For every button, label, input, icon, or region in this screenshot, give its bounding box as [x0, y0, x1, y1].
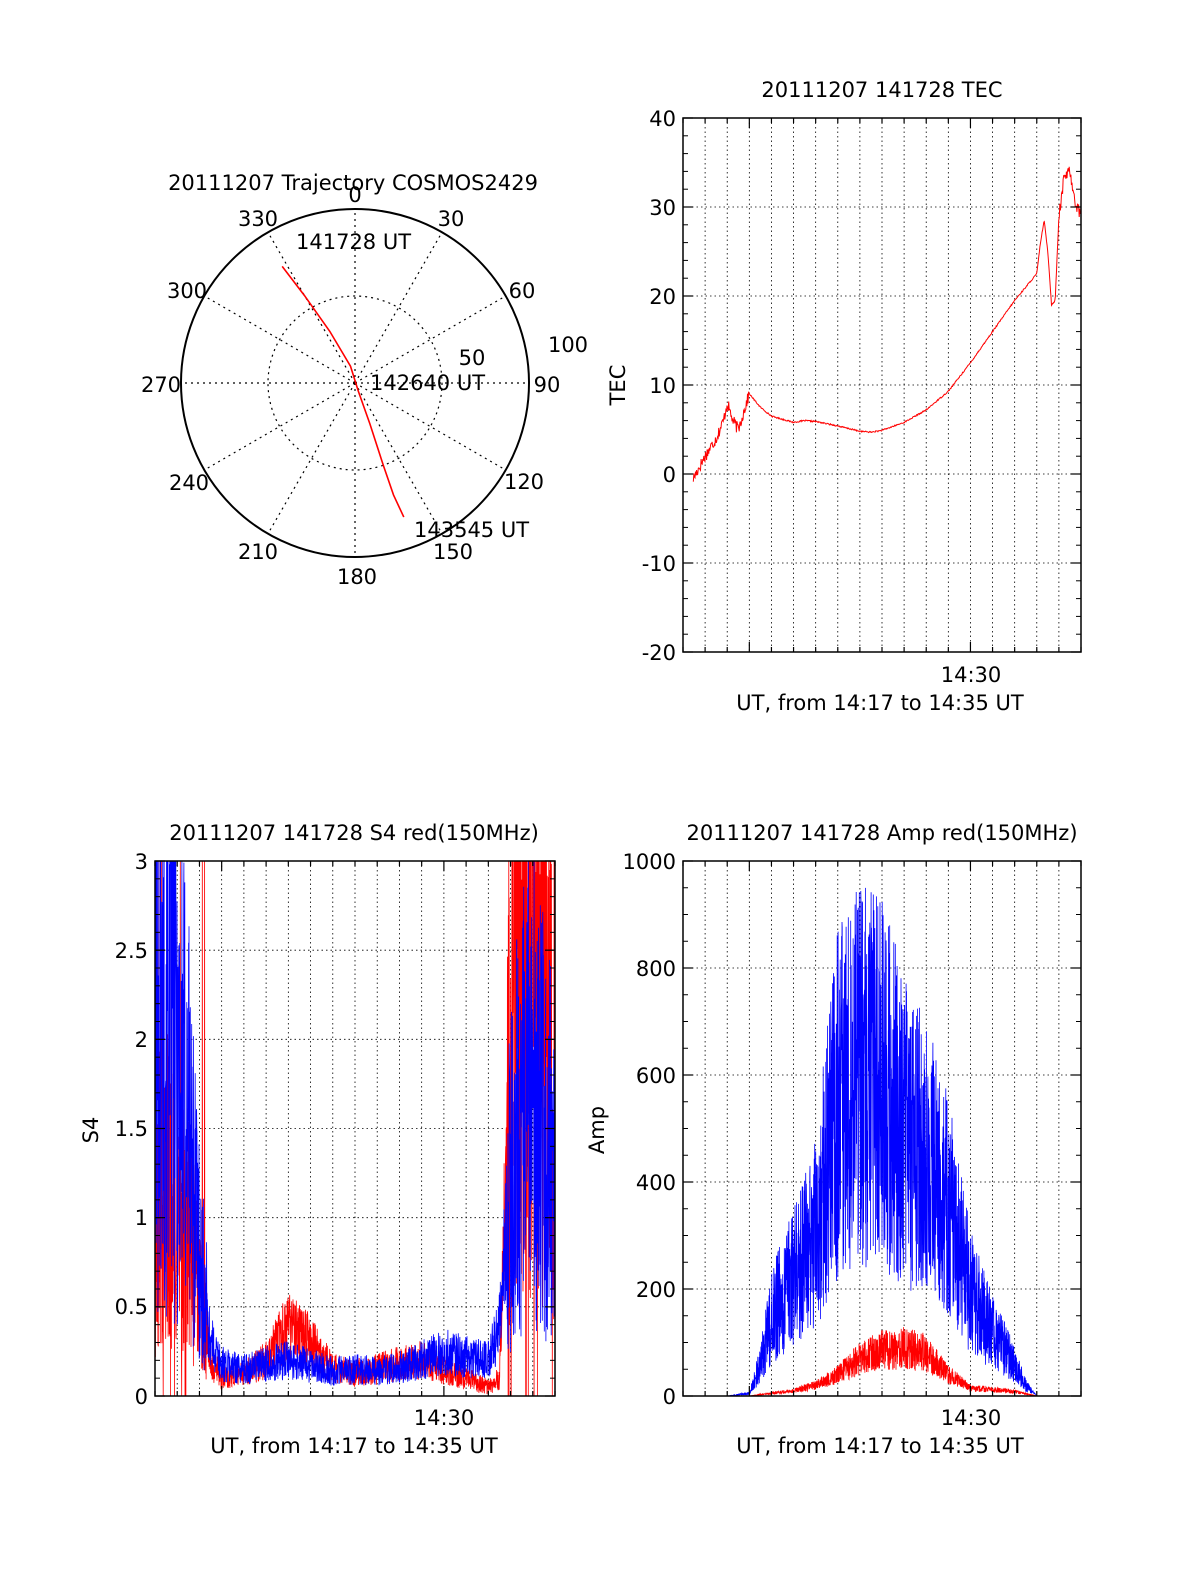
polar-spoke-30: [354, 232, 443, 384]
s4-xlabel: UT, from 14:17 to 14:35 UT: [210, 1434, 498, 1458]
s4-ytick-0.5: 0.5: [115, 1295, 148, 1319]
s4-xtick-1430: 14:30: [414, 1406, 475, 1430]
az-label-150: 150: [433, 540, 473, 564]
tec-ytick-20: 20: [649, 285, 676, 309]
amp-ytick-labels: 1000 800 600 400 200 0: [623, 850, 676, 1409]
polar-grid: [181, 209, 529, 557]
az-label-120: 120: [504, 470, 544, 494]
amp-title: 20111207 141728 Amp red(150MHz): [686, 821, 1077, 845]
s4-ticks: [154, 860, 556, 1397]
tec-xlabel: UT, from 14:17 to 14:35 UT: [736, 691, 1024, 715]
trajectory-end-label: 143545 UT: [414, 518, 529, 542]
polar-spoke-210: [267, 382, 356, 534]
ring-label-50: 50: [459, 346, 486, 370]
amp-ylabel: Amp: [585, 1106, 609, 1154]
polar-spoke-150: [354, 382, 443, 534]
trajectory-series: [281, 265, 405, 518]
amp-ytick-400: 400: [636, 1171, 676, 1195]
az-label-60: 60: [509, 279, 536, 303]
tec-series: [692, 166, 1082, 482]
polar-azimuth-labels: 0 30 60 90 120 150 180 210 240 270 300 3…: [141, 183, 588, 589]
s4-ytick-2.5: 2.5: [115, 939, 148, 963]
trajectory-title: 20111207 Trajectory COSMOS2429: [168, 171, 538, 195]
ring-label-100: 100: [548, 333, 588, 357]
polar-spoke-60: [354, 295, 506, 384]
tec-ytick-labels: 40 30 20 10 0 -10 -20: [642, 107, 676, 665]
s4-ytick-1: 1: [135, 1206, 148, 1230]
az-label-90: 90: [534, 373, 561, 397]
s4-ytick-1.5: 1.5: [115, 1117, 148, 1141]
polar-spoke-240: [204, 382, 356, 471]
s4-grid: [154, 861, 556, 1396]
amp-blue-line: [683, 887, 1081, 1397]
polar-outer-ring: [180, 208, 530, 558]
s4-ytick-0: 0: [135, 1385, 148, 1409]
trajectory-mid-label: 142640 UT: [370, 371, 485, 395]
s4-ytick-3: 3: [135, 850, 148, 874]
amp-xtick-1430: 14:30: [941, 1406, 1002, 1430]
tec-ytick-30: 30: [649, 196, 676, 220]
polar-spoke-120: [354, 382, 506, 471]
az-label-240: 240: [169, 471, 209, 495]
tec-title: 20111207 141728 TEC: [761, 78, 1002, 102]
polar-spoke-300: [204, 295, 356, 384]
tec-panel: 20111207 141728 TEC 40 30 20 10 0 -10 -2…: [606, 78, 1082, 715]
trajectory-line: [281, 265, 405, 518]
s4-ytick-2: 2: [135, 1028, 148, 1052]
polar-ring-50: [267, 295, 443, 471]
amp-ytick-0: 0: [663, 1385, 676, 1409]
tec-ylabel: TEC: [606, 365, 630, 407]
az-label-270: 270: [141, 373, 181, 397]
tec-line: [692, 166, 1082, 482]
amp-ytick-1000: 1000: [623, 850, 676, 874]
tec-ticks: [682, 117, 1082, 653]
az-label-180: 180: [337, 565, 377, 589]
tec-ytick-10: 10: [649, 374, 676, 398]
amp-panel: 20111207 141728 Amp red(150MHz) 1000 800…: [585, 821, 1082, 1458]
s4-ylabel: S4: [79, 1117, 103, 1144]
tec-xtick-1430: 14:30: [941, 663, 1002, 687]
trajectory-panel: 20111207 Trajectory COSMOS2429 0 30 60 9…: [141, 171, 588, 589]
s4-panel: 20111207 141728 S4 red(150MHz) 3 2.5 2 1…: [79, 821, 556, 1458]
tec-ytick-0: 0: [663, 463, 676, 487]
amp-ytick-800: 800: [636, 957, 676, 981]
amp-ytick-600: 600: [636, 1064, 676, 1088]
s4-title: 20111207 141728 S4 red(150MHz): [169, 821, 539, 845]
trajectory-start-label: 141728 UT: [296, 230, 411, 254]
az-label-330: 330: [238, 207, 278, 231]
tec-grid: [682, 118, 1082, 652]
az-label-210: 210: [238, 540, 278, 564]
az-label-300: 300: [167, 279, 207, 303]
az-label-0: 0: [348, 183, 361, 207]
tec-ytick-m20: -20: [642, 641, 676, 665]
amp-ytick-200: 200: [636, 1278, 676, 1302]
s4-ytick-labels: 3 2.5 2 1.5 1 0.5 0: [115, 850, 148, 1409]
s4-blue-line: [155, 861, 555, 1386]
az-label-30: 30: [438, 207, 465, 231]
polar-spoke-330: [267, 232, 356, 384]
tec-ytick-m10: -10: [642, 552, 676, 576]
amp-ticks: [682, 860, 1082, 1397]
tec-ytick-40: 40: [649, 107, 676, 131]
amp-series: [683, 887, 1081, 1397]
amp-xlabel: UT, from 14:17 to 14:35 UT: [736, 1434, 1024, 1458]
